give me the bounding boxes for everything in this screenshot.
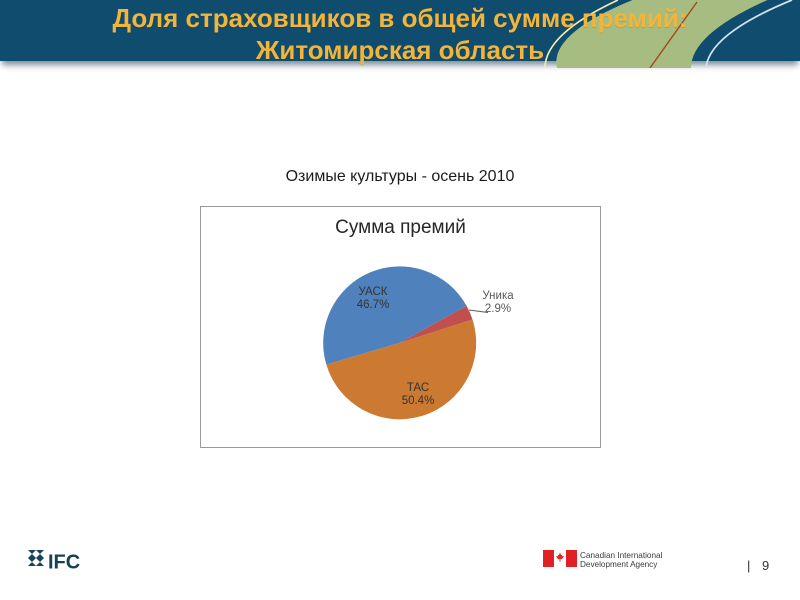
- svg-text:Уника: Уника: [482, 290, 514, 302]
- svg-text:46.7%: 46.7%: [357, 299, 390, 311]
- svg-text:Canadian International: Canadian International: [580, 551, 663, 560]
- svg-text:IFC: IFC: [48, 552, 80, 574]
- svg-text:УАСК: УАСК: [359, 286, 388, 298]
- svg-text:50.4%: 50.4%: [402, 395, 435, 407]
- svg-text:ТАС: ТАС: [407, 382, 429, 394]
- svg-text:2.9%: 2.9%: [485, 303, 511, 315]
- svg-text:Development Agency: Development Agency: [580, 560, 658, 569]
